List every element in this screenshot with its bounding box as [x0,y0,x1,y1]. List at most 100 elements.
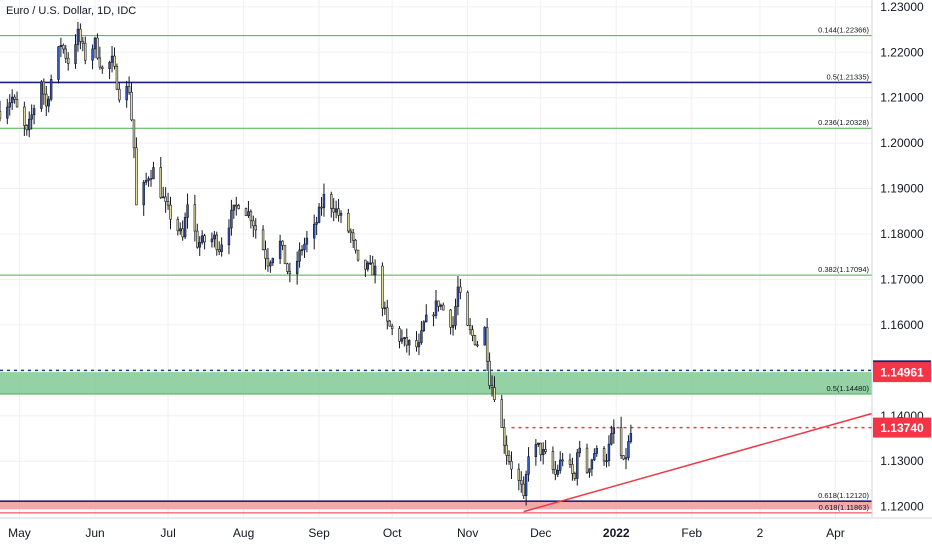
candle-body [490,385,494,388]
price-label-text: 1.13740 [880,421,924,435]
candle-body [354,239,357,251]
y-tick-label: 1.13000 [880,454,924,468]
candle-body [203,235,206,243]
candle-body [373,265,377,276]
candle-body [220,244,223,252]
candle-body [451,325,455,328]
y-tick-label: 1.18000 [880,227,924,241]
candle-body [524,473,528,496]
candle-body [422,321,426,331]
candle-body [500,399,503,428]
candle-body [454,306,457,326]
candle-body [576,452,579,479]
candle-body [456,286,460,307]
candle-body [47,98,50,107]
candle-body [485,327,489,362]
candle-body [283,245,287,265]
candle-body [144,180,148,183]
fib-level-label: 0.5(1.14480) [826,384,869,393]
candle-body [271,258,275,264]
candle-body [493,387,496,401]
candle-body [166,201,170,206]
candle-body [269,262,272,267]
candle-body [351,232,355,241]
candle-body [537,442,540,445]
candle-body [554,469,557,475]
candle-body [349,230,352,234]
candle-body [505,444,508,456]
candle-body [213,234,216,240]
candle-body [330,194,333,209]
candle-body [510,461,513,470]
candle-body [81,41,85,44]
candle-body [28,118,31,131]
candle-body [254,225,257,231]
candle-body [186,204,189,218]
candle-body [10,96,14,104]
candle-body [593,453,596,461]
candle-body [179,228,182,232]
candle-body [520,480,523,485]
candle-body [218,249,221,252]
candle-body [551,451,555,470]
candle-body [507,455,511,462]
candle-body [466,292,469,326]
candle-body [517,468,521,481]
candle-body [93,37,97,50]
fib-level-label: 0.618(1.11863) [819,503,870,512]
candle-body [300,249,304,252]
candle-body [322,194,326,209]
x-tick-label: 2 [757,526,764,540]
candle-body [502,427,506,446]
candle-body [264,249,267,259]
candle-body [127,86,131,93]
candle-body [108,62,111,69]
candle-body [602,448,606,462]
fib-level-label: 0.382(1.17094) [818,265,869,274]
candle-body [210,238,214,243]
candle-body [247,211,250,217]
candle-body [437,300,440,307]
candle-body [622,455,625,460]
candle-body [244,208,248,217]
candle-body [405,337,408,346]
x-tick-label: Aug [233,526,254,540]
candle-body [320,206,323,209]
candle-body [544,449,547,452]
x-tick-label: Apr [826,526,845,540]
fib-level-label: 0.618(1.12120) [818,491,869,500]
candle-body [96,37,99,59]
candle-body [142,181,145,206]
candle-body [629,433,633,442]
candle-body [488,360,491,386]
candle-body [193,204,197,232]
candle-body [118,88,121,101]
candle-body [64,48,67,59]
candle-body [403,337,406,339]
y-tick-label: 1.12000 [880,500,924,514]
fib-level-label: 0.5(1.21335) [826,72,869,81]
candle-body [383,307,387,310]
candle-body [578,447,581,454]
candle-body [381,265,384,309]
price-label-box [873,417,931,438]
candle-body [483,327,486,346]
y-tick-label: 1.19000 [880,182,924,196]
support-zone [0,372,872,394]
candle-body [442,304,445,311]
candle-body [449,309,452,328]
candle-body [281,240,284,246]
candle-body [6,106,9,119]
candle-body [468,325,472,331]
candle-body [568,459,572,465]
candle-body [227,227,231,246]
candle-body [32,108,36,116]
candle-body [266,258,270,267]
candle-body [252,220,255,227]
candle-body [91,48,94,61]
y-tick-label: 1.17000 [880,272,924,286]
candle-body [312,223,316,239]
candle-body [471,329,474,336]
candle-body [62,44,65,50]
